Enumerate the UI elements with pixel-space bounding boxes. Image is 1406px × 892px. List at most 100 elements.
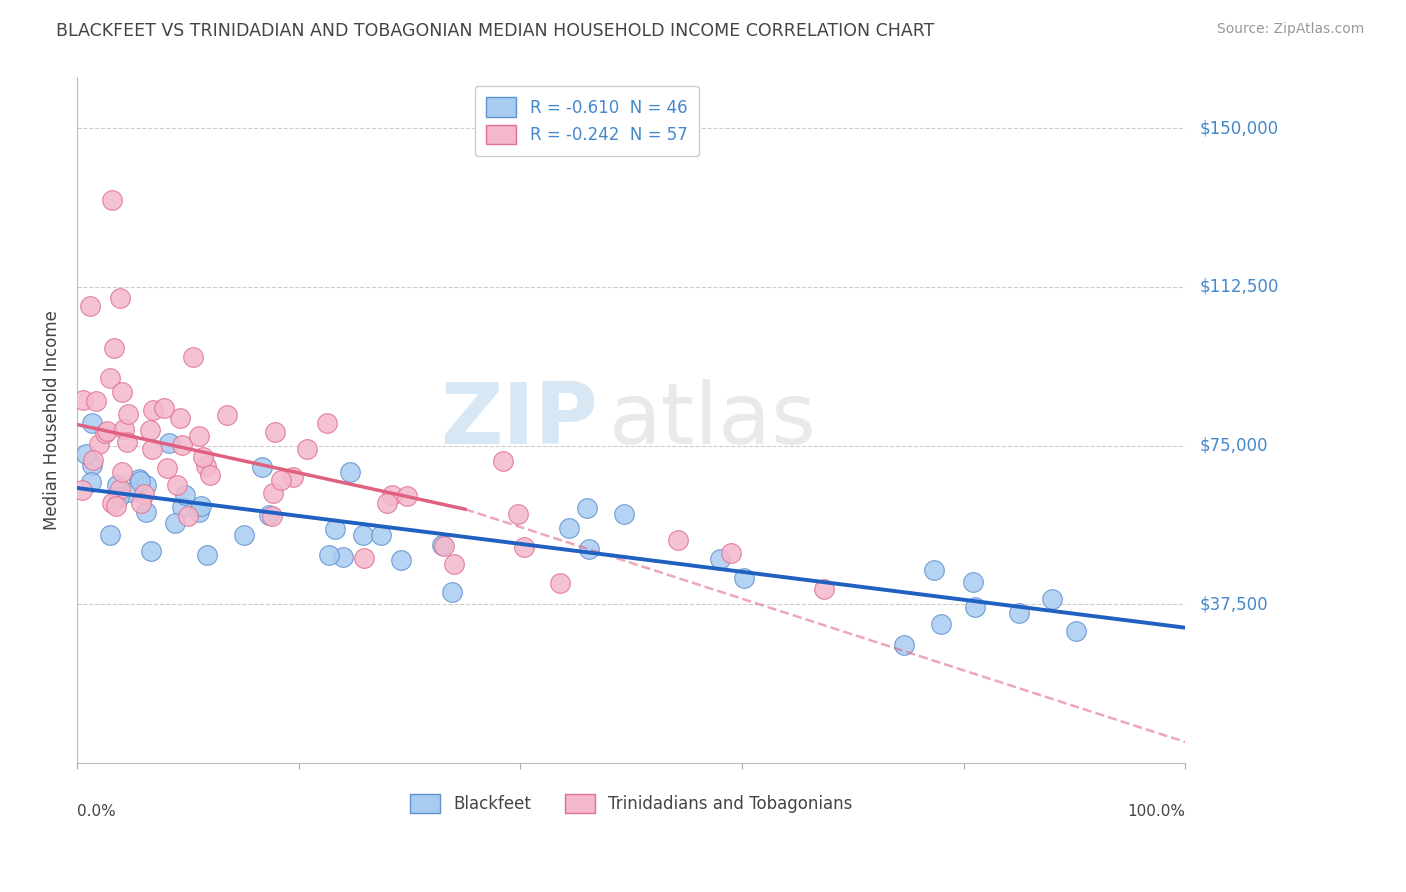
Point bbox=[80, 417, 103, 431]
Point bbox=[98, 527, 121, 541]
Point bbox=[513, 540, 536, 554]
Point bbox=[142, 402, 165, 417]
Point bbox=[170, 500, 193, 514]
Point bbox=[194, 459, 217, 474]
Point bbox=[117, 407, 139, 421]
Point bbox=[101, 193, 124, 207]
Point bbox=[115, 435, 138, 450]
Point bbox=[318, 548, 340, 562]
Point bbox=[375, 496, 398, 510]
Text: BLACKFEET VS TRINIDADIAN AND TOBAGONIAN MEDIAN HOUSEHOLD INCOME CORRELATION CHAR: BLACKFEET VS TRINIDADIAN AND TOBAGONIAN … bbox=[56, 22, 935, 40]
Point bbox=[128, 472, 150, 486]
Text: $112,500: $112,500 bbox=[1199, 278, 1278, 296]
Point bbox=[1066, 624, 1088, 639]
Point bbox=[548, 576, 571, 591]
Point bbox=[153, 401, 176, 415]
Point bbox=[252, 460, 274, 475]
Point bbox=[352, 528, 374, 542]
Point bbox=[75, 447, 97, 461]
Point bbox=[105, 478, 128, 492]
Point bbox=[138, 424, 160, 438]
Point bbox=[270, 473, 292, 487]
Point bbox=[163, 516, 186, 530]
Point bbox=[492, 454, 515, 468]
Point bbox=[263, 425, 285, 439]
Point bbox=[332, 549, 354, 564]
Point bbox=[170, 437, 193, 451]
Point bbox=[134, 487, 156, 501]
Point bbox=[111, 384, 134, 399]
Point bbox=[370, 528, 392, 542]
Point bbox=[508, 507, 530, 521]
Point bbox=[166, 478, 188, 492]
Point bbox=[558, 521, 581, 535]
Point bbox=[720, 546, 742, 560]
Point bbox=[187, 506, 209, 520]
Point bbox=[733, 571, 755, 585]
Point bbox=[217, 408, 239, 422]
Point bbox=[433, 539, 456, 553]
Text: 0.0%: 0.0% bbox=[77, 805, 115, 819]
Point bbox=[129, 496, 152, 510]
Text: $75,000: $75,000 bbox=[1199, 437, 1268, 455]
Text: 100.0%: 100.0% bbox=[1128, 805, 1185, 819]
Point bbox=[613, 508, 636, 522]
Point bbox=[79, 299, 101, 313]
Text: atlas: atlas bbox=[609, 379, 817, 462]
Point bbox=[578, 542, 600, 557]
Point bbox=[120, 484, 142, 499]
Point bbox=[1040, 591, 1063, 606]
Point bbox=[191, 450, 214, 464]
Point bbox=[575, 500, 598, 515]
Point bbox=[441, 584, 464, 599]
Point bbox=[315, 416, 337, 430]
Point bbox=[962, 574, 984, 589]
Point bbox=[339, 465, 361, 479]
Point bbox=[187, 429, 209, 443]
Point bbox=[108, 291, 131, 305]
Point bbox=[111, 465, 134, 479]
Point bbox=[1008, 606, 1031, 620]
Text: Source: ZipAtlas.com: Source: ZipAtlas.com bbox=[1216, 22, 1364, 37]
Point bbox=[72, 392, 94, 407]
Point bbox=[389, 553, 412, 567]
Point bbox=[94, 426, 117, 441]
Point bbox=[257, 508, 280, 522]
Point bbox=[813, 582, 835, 596]
Point bbox=[110, 482, 132, 496]
Text: $37,500: $37,500 bbox=[1199, 595, 1268, 614]
Y-axis label: Median Household Income: Median Household Income bbox=[44, 310, 60, 530]
Point bbox=[174, 487, 197, 501]
Point bbox=[98, 370, 121, 384]
Point bbox=[112, 422, 135, 436]
Point bbox=[103, 341, 125, 355]
Point bbox=[198, 468, 221, 483]
Point bbox=[262, 509, 284, 524]
Point bbox=[430, 538, 453, 552]
Point bbox=[84, 394, 107, 409]
Point bbox=[929, 617, 952, 632]
Point bbox=[169, 411, 191, 425]
Point bbox=[709, 552, 731, 566]
Point bbox=[395, 489, 418, 503]
Point bbox=[80, 475, 103, 490]
Point bbox=[965, 600, 987, 615]
Point bbox=[108, 490, 131, 504]
Point bbox=[353, 551, 375, 566]
Point bbox=[233, 528, 256, 542]
Point bbox=[924, 563, 946, 577]
Point bbox=[96, 425, 118, 439]
Point bbox=[295, 442, 318, 457]
Point bbox=[323, 522, 346, 536]
Point bbox=[195, 548, 218, 562]
Point bbox=[155, 461, 177, 475]
Point bbox=[262, 486, 284, 500]
Point bbox=[666, 533, 689, 548]
Point bbox=[281, 470, 304, 484]
Point bbox=[443, 557, 465, 571]
Point bbox=[157, 436, 180, 450]
Text: $150,000: $150,000 bbox=[1199, 120, 1278, 137]
Point bbox=[176, 508, 198, 523]
Point bbox=[82, 458, 104, 472]
Point bbox=[101, 496, 124, 510]
